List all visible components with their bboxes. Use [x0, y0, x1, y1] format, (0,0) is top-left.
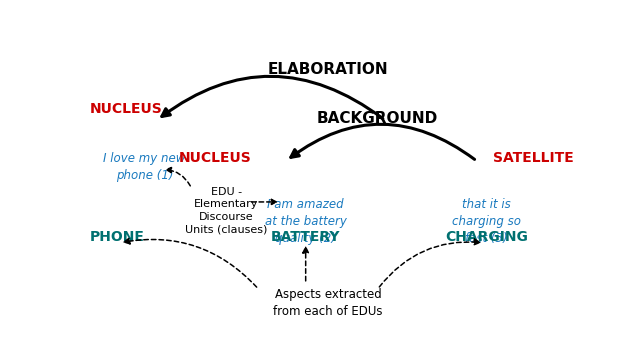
Text: EDU -
Elementary
Discourse
Units (clauses): EDU - Elementary Discourse Units (clause…	[185, 187, 268, 234]
FancyArrowPatch shape	[166, 167, 190, 186]
FancyArrowPatch shape	[303, 247, 308, 281]
Text: NUCLEUS: NUCLEUS	[179, 151, 251, 165]
Text: CHARGING: CHARGING	[445, 230, 528, 244]
Text: I love my new
phone (1): I love my new phone (1)	[103, 152, 186, 182]
FancyArrowPatch shape	[380, 239, 480, 287]
Text: BACKGROUND: BACKGROUND	[317, 111, 438, 126]
FancyArrowPatch shape	[162, 76, 383, 119]
Text: NUCLEUS: NUCLEUS	[90, 102, 163, 116]
Text: Aspects extracted
from each of EDUs: Aspects extracted from each of EDUs	[273, 288, 383, 318]
FancyArrowPatch shape	[124, 238, 257, 287]
FancyArrowPatch shape	[291, 124, 475, 159]
Text: PHONE: PHONE	[90, 230, 145, 244]
FancyArrowPatch shape	[252, 199, 276, 205]
Text: SATELLITE: SATELLITE	[493, 151, 573, 165]
Text: that it is
charging so
fast (3): that it is charging so fast (3)	[452, 198, 521, 245]
Text: I am amazed
at the battery
quality (2): I am amazed at the battery quality (2)	[265, 198, 347, 245]
Text: ELABORATION: ELABORATION	[268, 62, 388, 77]
Text: BATTERY: BATTERY	[271, 230, 340, 244]
